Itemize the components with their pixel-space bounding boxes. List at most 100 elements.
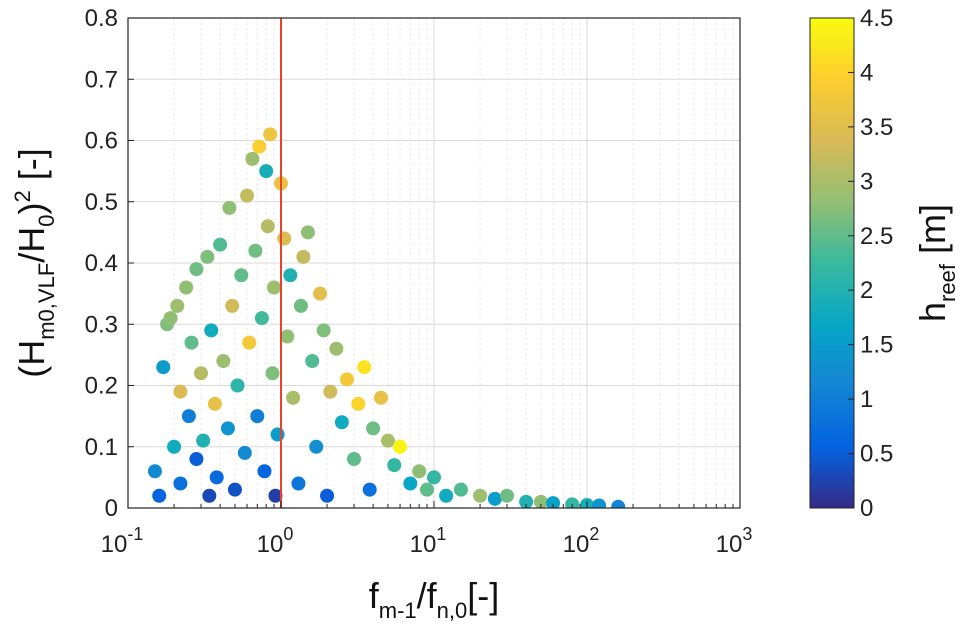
data-point xyxy=(373,390,388,405)
y-axis-label: (Hm0,VLF/H0)2 [-] xyxy=(10,148,59,378)
axis-ticks: 0 0.1 0.2 0.3 0.4 0.5 0.6 0.7 0.8 10-1 100 101 102 10… xyxy=(85,5,753,558)
data-point xyxy=(268,488,283,503)
data-point xyxy=(196,433,211,448)
data-point xyxy=(533,494,548,508)
data-point xyxy=(234,268,249,283)
y-tick-label: 0.6 xyxy=(85,128,118,155)
colorbar-tick-label: 2.5 xyxy=(860,223,893,250)
data-point xyxy=(427,470,441,485)
x-axis-label: fm-1/fn,0[-] xyxy=(369,575,500,623)
data-point xyxy=(152,488,167,503)
data-point xyxy=(403,476,418,491)
data-point xyxy=(189,452,204,466)
data-point xyxy=(296,249,311,264)
x-tick-label: 102 xyxy=(563,524,600,558)
y-tick-label: 0.5 xyxy=(85,189,118,216)
data-point xyxy=(592,498,607,508)
colorbar-tick-label: 2 xyxy=(860,277,873,304)
data-point xyxy=(179,280,194,295)
data-point xyxy=(225,298,240,313)
data-point xyxy=(357,360,372,375)
colorbar xyxy=(809,17,855,509)
data-point xyxy=(193,366,208,381)
data-point xyxy=(366,421,381,436)
colorbar-label: hreef [m] xyxy=(912,204,960,322)
x-tick-label: 101 xyxy=(410,524,447,558)
data-point xyxy=(173,384,188,399)
data-point xyxy=(200,249,215,264)
data-point xyxy=(265,366,280,381)
data-point xyxy=(334,415,349,430)
data-point xyxy=(259,164,274,179)
y-tick-label: 0.4 xyxy=(85,250,118,277)
data-point xyxy=(419,482,434,497)
data-point xyxy=(189,262,204,277)
data-point xyxy=(213,237,228,252)
data-point xyxy=(313,286,328,301)
data-point xyxy=(362,482,377,497)
data-point xyxy=(565,497,580,508)
data-point xyxy=(309,439,324,454)
data-point xyxy=(242,335,257,350)
y-tick-label: 0.8 xyxy=(85,5,118,32)
x-tick-label: 103 xyxy=(716,524,753,558)
data-point xyxy=(393,439,408,454)
data-point xyxy=(181,409,196,424)
data-point xyxy=(257,464,272,479)
data-point xyxy=(220,421,235,436)
colorbar-tick-label: 4.5 xyxy=(860,5,893,32)
colorbar-tick-label: 3.5 xyxy=(860,114,893,141)
data-point xyxy=(156,360,171,375)
data-point xyxy=(245,151,260,166)
data-point xyxy=(216,354,231,368)
data-point xyxy=(611,499,626,508)
data-point xyxy=(266,280,281,295)
data-point xyxy=(280,329,295,344)
data-point xyxy=(387,458,402,473)
colorbar-tick-label: 4 xyxy=(860,59,873,86)
data-point xyxy=(252,139,267,154)
data-point xyxy=(439,488,454,503)
data-point xyxy=(227,482,242,497)
colorbar-ticks: 0 0.5 1 1.5 2 2.5 3 3.5 4 4.5 xyxy=(848,5,893,522)
colorbar-tick-label: 1.5 xyxy=(860,332,893,359)
y-tick-label: 0.2 xyxy=(85,373,118,400)
data-point xyxy=(499,488,514,503)
data-point xyxy=(453,482,468,497)
data-point xyxy=(293,298,308,313)
data-point xyxy=(263,127,278,142)
scatter-points xyxy=(147,127,626,508)
data-point xyxy=(184,335,199,350)
x-tick-label: 10-1 xyxy=(101,524,144,558)
data-point xyxy=(323,384,338,399)
data-point xyxy=(240,188,255,203)
data-point xyxy=(286,390,301,405)
colorbar-tick-label: 1 xyxy=(860,386,873,413)
data-point xyxy=(204,323,219,338)
data-point xyxy=(473,488,488,503)
data-point xyxy=(380,433,395,448)
data-point xyxy=(207,396,222,411)
data-point xyxy=(173,476,188,491)
data-point xyxy=(260,219,275,234)
data-point xyxy=(412,464,427,479)
data-point xyxy=(270,427,285,442)
data-point xyxy=(167,439,182,454)
data-point xyxy=(170,298,185,313)
data-point xyxy=(320,488,335,503)
data-point xyxy=(254,311,269,326)
data-point xyxy=(209,470,224,485)
data-point xyxy=(277,231,292,246)
y-tick-label: 0.1 xyxy=(85,434,118,461)
y-tick-label: 0.7 xyxy=(85,66,118,93)
data-point xyxy=(316,323,331,338)
colorbar-tick-label: 0 xyxy=(860,495,873,522)
colorbar-tick-label: 0.5 xyxy=(860,441,893,468)
x-tick-label: 100 xyxy=(257,524,294,558)
data-point xyxy=(163,311,178,326)
y-tick-label: 0.3 xyxy=(85,311,118,338)
data-point xyxy=(230,378,245,393)
data-point xyxy=(202,488,217,503)
data-point xyxy=(237,445,252,460)
